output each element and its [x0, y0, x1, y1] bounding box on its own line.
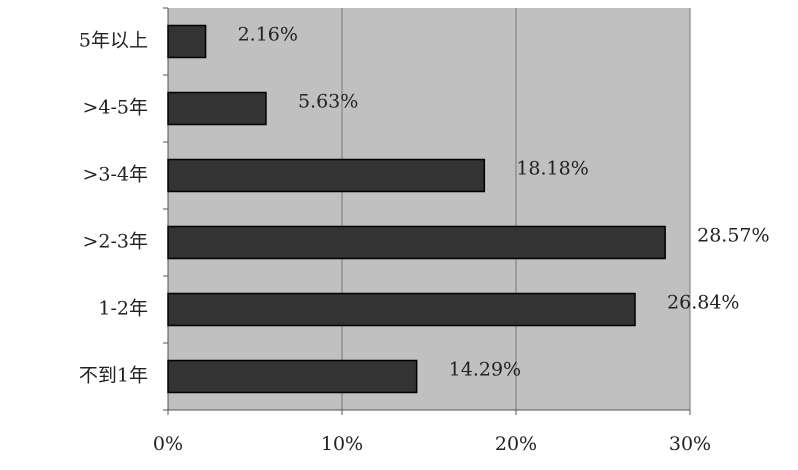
- value-label: 26.84%: [667, 292, 739, 314]
- plot-area: [168, 8, 690, 410]
- y-tick-label: 不到1年: [79, 365, 148, 387]
- y-tick-label: >4-5年: [82, 97, 148, 119]
- x-tick-label: 0%: [153, 433, 183, 455]
- value-label: 2.16%: [238, 24, 298, 46]
- x-tick-label: 20%: [495, 433, 537, 455]
- value-label: 28.57%: [697, 225, 769, 247]
- bar: [167, 158, 486, 193]
- x-tick-label: 10%: [321, 433, 363, 455]
- value-label: 18.18%: [516, 158, 588, 180]
- bar: [167, 359, 418, 394]
- y-tick-label: >2-3年: [82, 231, 148, 253]
- bar: [167, 24, 207, 59]
- y-tick-label: 1-2年: [98, 298, 148, 320]
- y-tick-label: >3-4年: [82, 164, 148, 186]
- bar: [167, 292, 636, 327]
- value-label: 14.29%: [449, 359, 521, 381]
- bar: [167, 91, 267, 126]
- y-tick-label: 5年以上: [79, 30, 148, 52]
- value-label: 5.63%: [298, 91, 358, 113]
- x-tick-label: 30%: [669, 433, 711, 455]
- bar: [167, 225, 666, 260]
